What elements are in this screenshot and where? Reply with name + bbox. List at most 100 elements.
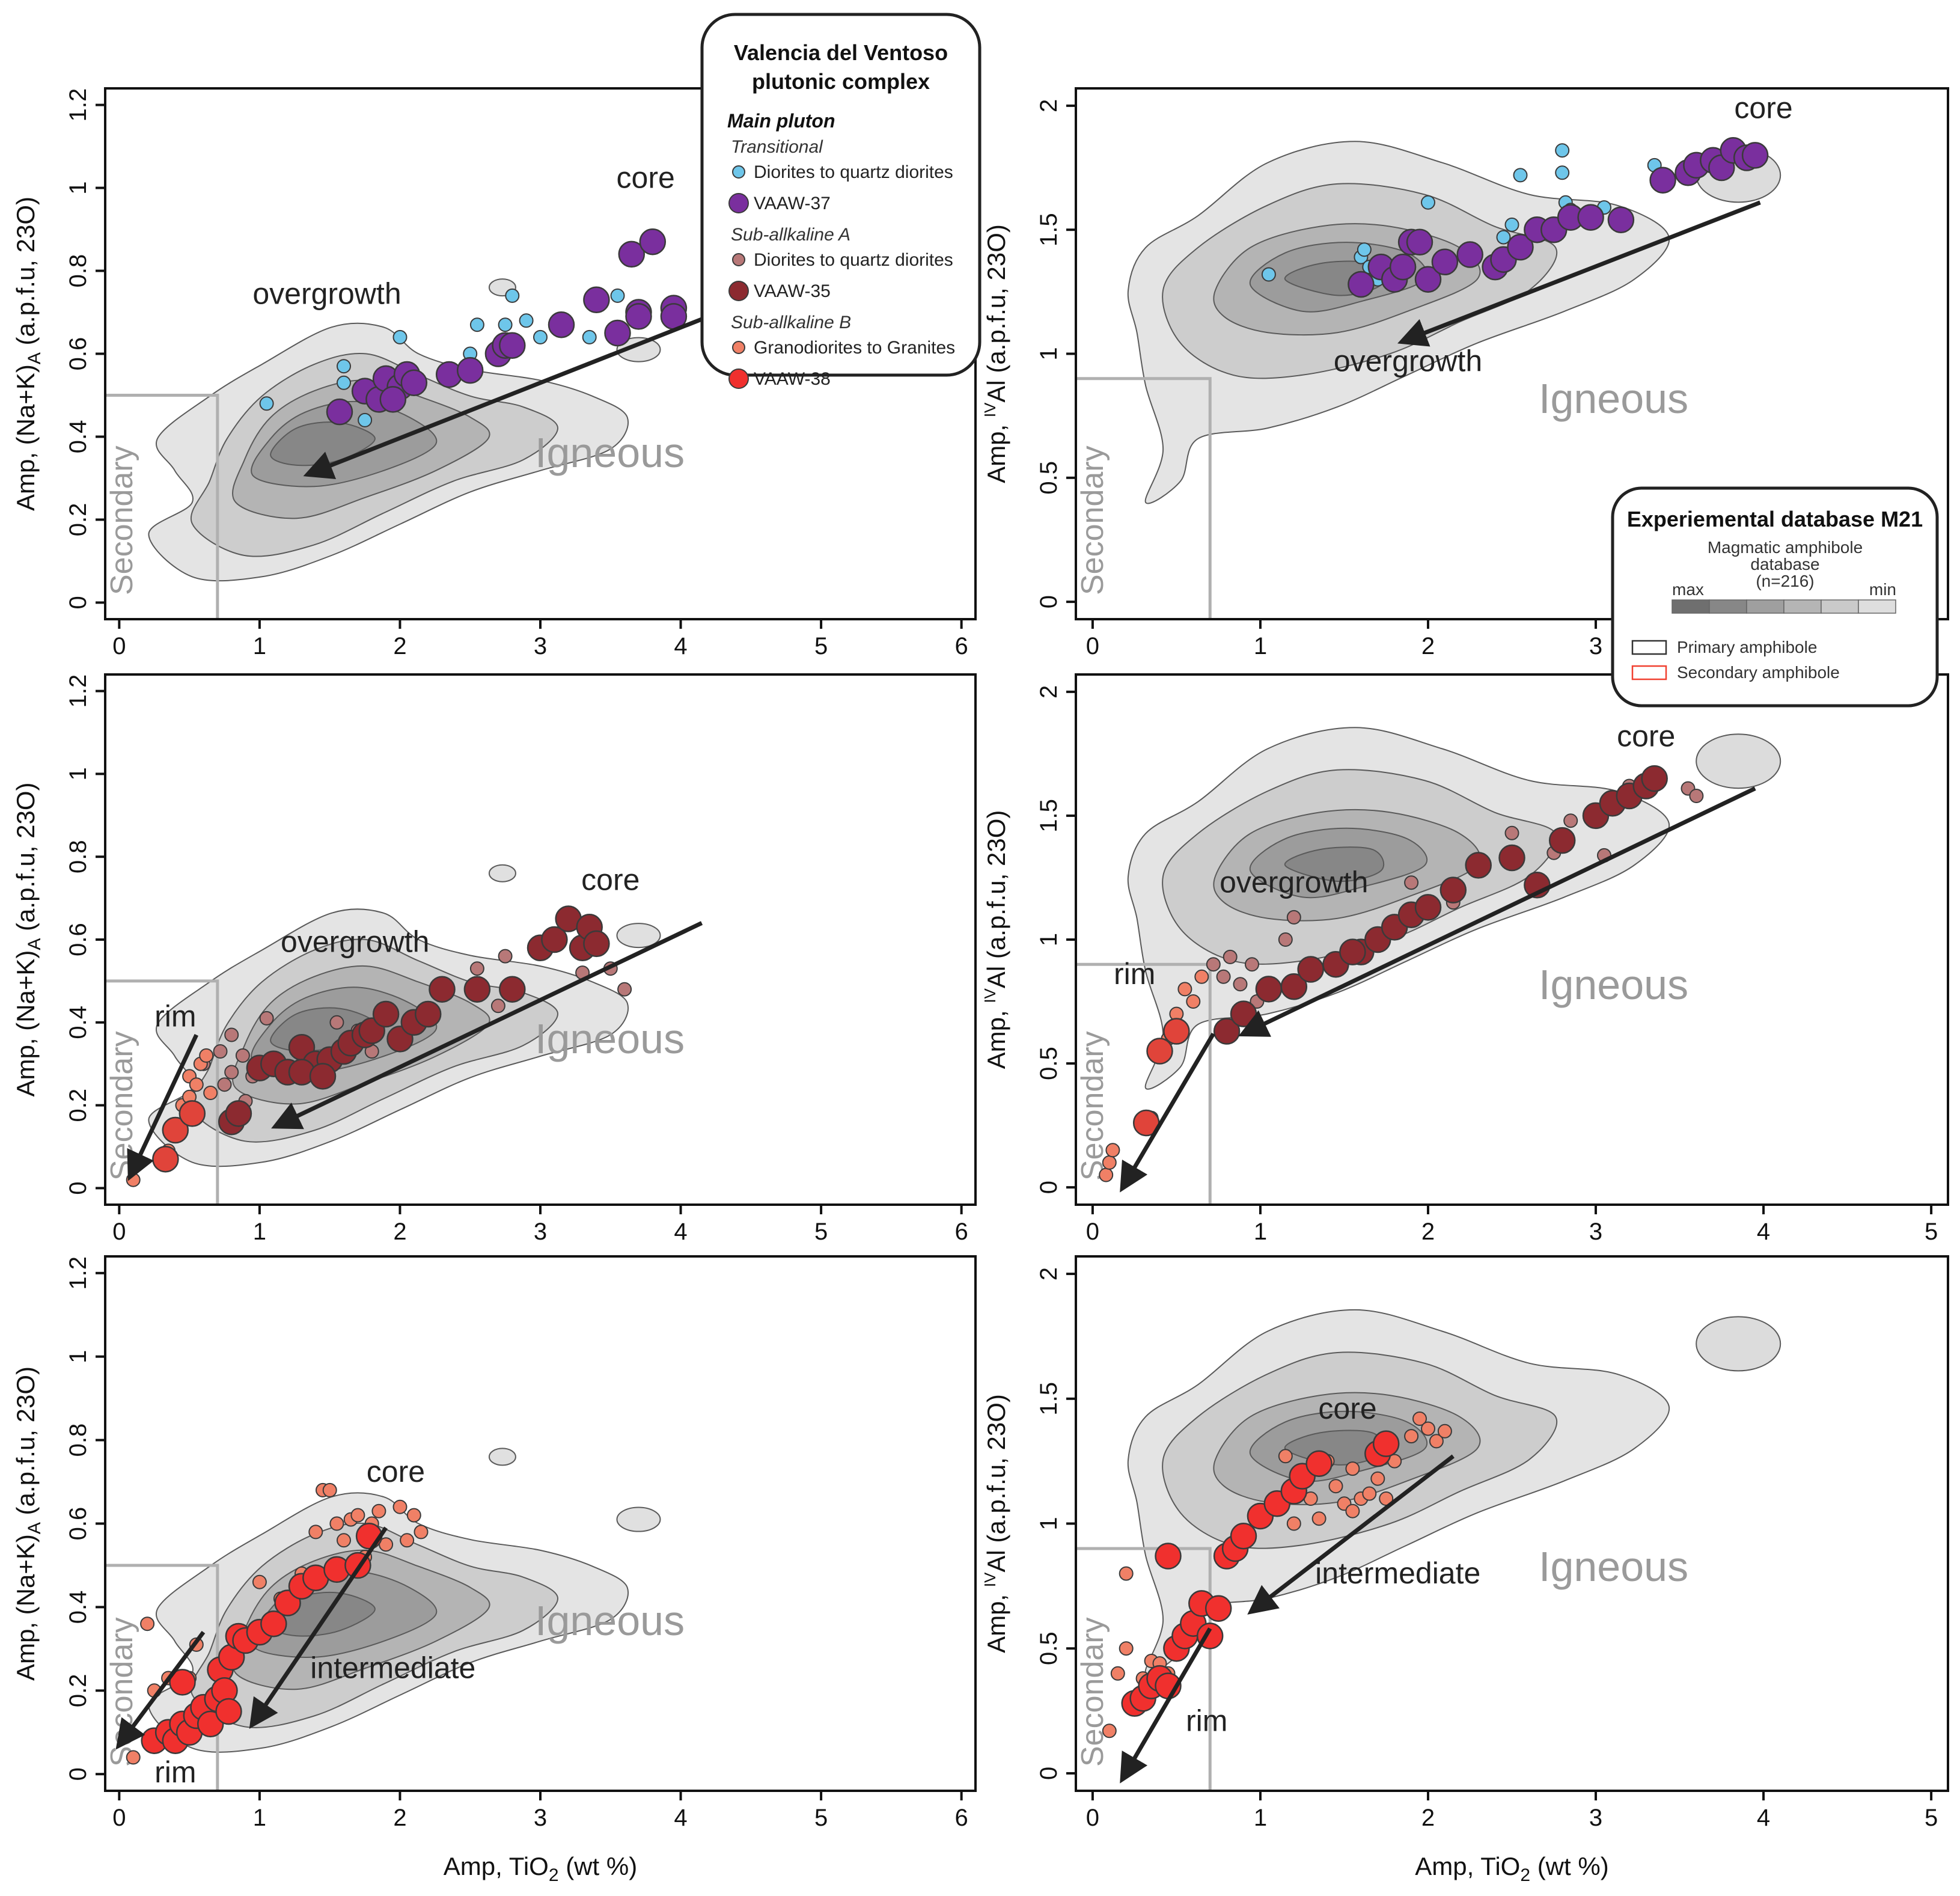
annotation-label: core [1318,1392,1376,1425]
data-point [1496,230,1511,245]
legend-secondary-swatch [1631,665,1667,680]
x-tick-label: 0 [1086,1219,1099,1245]
data-point [1372,1430,1400,1457]
data-point [326,398,353,426]
legend-database-box [1611,486,1939,708]
y-title-part: Al (a.p.f.u, 23O) [982,1394,1010,1572]
data-point [548,311,575,338]
data-point [625,303,652,330]
x-tick-label: 1 [1254,1219,1267,1245]
x-title-sub: 2 [549,1865,559,1885]
y-title-part: Al (a.p.f.u, 23O) [982,810,1010,988]
data-point [414,1524,429,1540]
y-title-sub: A [25,938,44,950]
data-point [1555,143,1570,158]
data-point [1339,938,1366,965]
data-point [469,317,484,332]
data-point [1328,1479,1343,1494]
data-point [1429,1434,1444,1449]
legend-overlay: Valencia del Ventoso plutonic complex Main… [700,13,1939,708]
legend-marker [728,368,749,389]
data-point [1155,1543,1182,1570]
data-point [1348,271,1375,298]
x-tick-label: 4 [674,633,687,659]
data-point [400,1533,415,1548]
secondary-field-boundary [1076,1547,1212,1791]
data-point [1357,242,1372,257]
x-tick-label: 2 [1421,633,1435,659]
data-point [1206,957,1221,972]
data-point [329,1015,344,1030]
annotation-label: core [367,1455,425,1488]
y-title-sup: IV [981,1572,999,1587]
legend-main-box [700,13,982,377]
legend-group-label: Sub-allkaline A [731,225,850,245]
y-tick-label: 2 [1036,99,1062,112]
annotation-label: core [1734,91,1792,125]
data-point [1504,825,1519,840]
data-point [583,930,610,958]
y-axis-title: Amp, (Na+K)A (a.p.f.u, 23O) [11,197,44,511]
data-point [1194,969,1209,984]
y-title-part: Amp, (Na+K) [11,364,40,511]
y-tick-label: 0 [1036,595,1062,608]
trend-arrow [1120,1627,1212,1784]
annotation-label: overgrowth [281,925,429,959]
x-tick-label: 3 [534,633,547,659]
data-point [499,976,526,1003]
data-point [604,319,631,347]
x-tick-label: 1 [1254,633,1267,659]
igneous-label: Igneous [1539,1543,1688,1590]
legend-marker [732,253,745,266]
data-point [213,1044,228,1059]
legend-marker [732,341,745,354]
x-tick-label: 3 [1589,1219,1602,1245]
data-point [1102,1155,1117,1170]
data-point [259,1011,274,1026]
y-axis-title: Amp, (Na+K)A (a.p.f.u, 23O) [11,782,44,1096]
x-tick-label: 3 [534,1805,547,1831]
y-tick-label: 2 [1036,685,1062,699]
data-point [505,288,520,303]
x-tick-label: 4 [1757,1805,1770,1831]
data-point [252,1574,267,1589]
data-point [1163,1018,1190,1045]
data-point [215,1698,242,1725]
legend-scale-swatch [1858,599,1896,614]
y-tick-label: 1 [65,767,91,780]
data-point [308,1524,323,1540]
data-point [235,1048,250,1063]
data-point [469,961,484,976]
data-point [1741,142,1769,169]
data-point [1233,977,1248,992]
trend-arrow [1238,786,1756,1037]
x-tick-label: 0 [1086,633,1099,659]
data-point [1286,910,1301,925]
data-point [372,1000,400,1028]
x-tick-label: 6 [955,1805,968,1831]
data-point [1404,875,1419,890]
annotation-label: rim [154,1000,196,1033]
y-tick-label: 0.6 [65,1507,91,1541]
data-point [371,1503,386,1518]
data-point [1345,1503,1360,1518]
data-point [1186,994,1201,1009]
data-point [541,926,568,953]
x-tick-label: 0 [1086,1805,1099,1831]
data-point [189,1077,204,1092]
data-point [1548,827,1576,854]
data-point [392,1499,408,1514]
data-point [1362,1486,1377,1501]
x-tick-label: 3 [1589,633,1602,659]
x-title-sub: 2 [1520,1865,1530,1885]
igneous-label: Igneous [535,429,685,476]
y-title-part: (a.p.f.u, 23O) [11,782,40,938]
legend-database: Experiemental database M21 Magmatic amphi… [1611,486,1939,708]
data-point [639,228,667,255]
data-point [400,369,428,397]
panels-group: Igneous Secondary core overgrowth 0 1 2 3 4 5 6 0 0.… [11,87,1949,1885]
secondary-label: Secondary [105,1031,139,1181]
annotation-label: rim [154,1755,196,1789]
trend-arrow [249,1526,388,1729]
